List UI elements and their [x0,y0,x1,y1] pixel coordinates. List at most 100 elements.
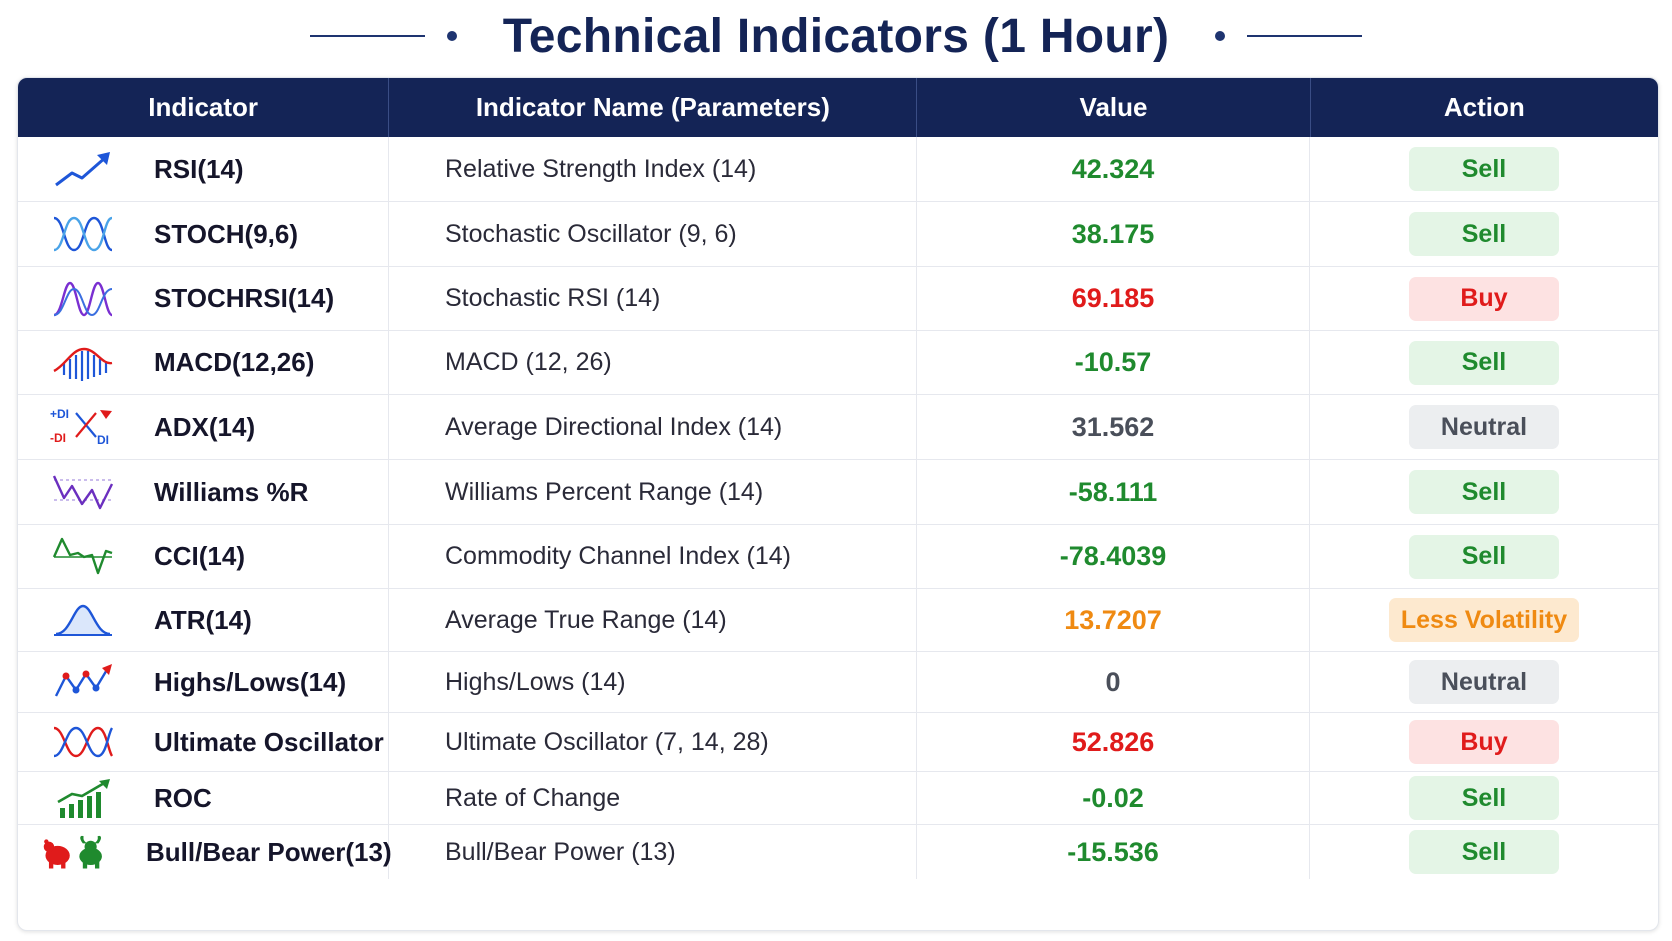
action-cell: Buy [1310,267,1658,330]
indicator-name: Rate of Change [389,772,917,824]
indicators-table: Indicator Indicator Name (Parameters) Va… [17,77,1659,931]
indicator-cell: STOCH(9,6) [18,202,389,266]
indicator-value: 31.562 [917,395,1310,459]
indicator-cell: MACD(12,26) [18,331,389,394]
indicator-value: -10.57 [917,331,1310,394]
indicator-name: Bull/Bear Power (13) [389,825,917,879]
action-cell: Neutral [1310,395,1658,459]
indicator-cell: Williams %R [18,460,389,524]
indicator-code: MACD(12,26) [154,347,315,377]
stochrsi-waves-icon [50,277,120,321]
title-rule-right [1247,35,1363,37]
indicator-cell: ROC [18,772,389,824]
title-rule-left [309,35,425,37]
indicator-cell: Highs/Lows(14) [18,652,389,712]
indicator-value: -0.02 [917,772,1310,824]
indicator-code: Williams %R [154,476,309,507]
table-row: Ultimate Oscillator Ultimate Oscillator (… [18,712,1658,771]
action-cell: Sell [1310,137,1658,201]
indicator-code: Highs/Lows(14) [154,666,347,697]
indicator-cell: RSI(14) [18,137,389,201]
indicator-name: Commodity Channel Index (14) [389,525,917,588]
title-dot-right [1215,31,1226,41]
indicator-code: ATR(14) [154,604,252,635]
action-cell: Neutral [1310,652,1658,712]
action-cell: Sell [1310,772,1658,824]
table-row: +DI -DI DI ADX(14) Average Directional Index… [18,394,1658,459]
adx-minus-di-label: -DI [50,431,66,445]
bull-bear-icon [42,830,118,874]
table-row: STOCHRSI(14) Stochastic RSI (14) 69.185 Buy [18,266,1658,330]
table-row: Williams %R Williams Percent Range (14) -5… [18,459,1658,524]
indicator-code: ROC [154,782,212,813]
indicator-name: Williams Percent Range (14) [389,460,917,524]
indicator-value: 69.185 [917,267,1310,330]
indicator-code: Bull/Bear Power(13) [146,836,392,867]
indicator-name: Ultimate Oscillator (7, 14, 28) [389,713,917,771]
action-badge[interactable]: Neutral [1409,405,1559,449]
title-dot-left [446,31,457,41]
indicator-name: Average True Range (14) [389,589,917,651]
roc-bars-arrow-icon [50,776,120,820]
indicator-cell: Bull/Bear Power(13) [18,825,392,879]
indicator-value: 13.7207 [917,589,1310,651]
indicator-cell: STOCHRSI(14) [18,267,389,330]
action-cell: Sell [1310,331,1658,394]
action-badge[interactable]: Sell [1409,830,1559,874]
indicator-name: Average Directional Index (14) [389,395,917,459]
highs-lows-line-icon [50,660,120,704]
indicator-code: Ultimate Oscillator [154,726,384,757]
header-action[interactable]: Action [1443,92,1525,122]
action-badge[interactable]: Sell [1409,470,1559,514]
indicator-code: STOCH(9,6) [154,218,298,249]
action-badge[interactable]: Sell [1409,147,1559,191]
table-header: Indicator Indicator Name (Parameters) Va… [18,78,1658,137]
adx-plus-di-label: +DI [50,407,69,421]
action-badge[interactable]: Buy [1409,276,1559,321]
indicator-value: 0 [917,652,1310,712]
indicator-value: 42.324 [917,137,1310,201]
indicator-cell: ATR(14) [18,589,389,651]
table-row: RSI(14) Relative Strength Index (14) 42.32… [18,137,1658,201]
page-title: Technical Indicators (1 Hour) [502,9,1170,63]
table-row: ROC Rate of Change -0.02 Sell [18,771,1658,824]
cci-wave-icon [50,535,120,579]
action-badge[interactable]: Neutral [1409,660,1559,704]
williams-zigzag-icon [50,470,120,514]
title-bar: Technical Indicators (1 Hour) [0,0,1672,72]
table-row: CCI(14) Commodity Channel Index (14) -78.4… [18,524,1658,588]
table-row: Highs/Lows(14) Highs/Lows (14) 0 Neutral [18,651,1658,712]
indicator-code: RSI(14) [154,153,244,184]
indicator-name: Highs/Lows (14) [389,652,917,712]
action-badge[interactable]: Sell [1409,340,1559,385]
indicator-code: ADX(14) [154,411,256,442]
action-cell: Sell [1310,202,1658,266]
stochastic-waves-icon [50,212,120,256]
indicator-cell: CCI(14) [18,525,389,588]
table-row: MACD(12,26) MACD (12, 26) -10.57 Sell [18,330,1658,394]
table-body: RSI(14) Relative Strength Index (14) 42.32… [18,137,1658,879]
action-badge[interactable]: Sell [1409,534,1559,579]
header-indicator[interactable]: Indicator [18,78,390,137]
table-row: STOCH(9,6) Stochastic Oscillator (9, 6) 38… [18,201,1658,266]
indicator-name: Stochastic Oscillator (9, 6) [389,202,917,266]
adx-di-cross-icon: +DI -DI DI [50,405,120,449]
action-cell: Sell [1310,460,1658,524]
indicator-value: 38.175 [917,202,1310,266]
action-cell: Sell [1310,825,1658,879]
header-value[interactable]: Value [917,78,1311,137]
action-cell: Less Volatility [1310,589,1658,651]
action-badge[interactable]: Sell [1409,776,1559,820]
action-badge[interactable]: Less Volatility [1388,598,1580,642]
indicator-value: -15.536 [917,825,1310,879]
indicator-name: Relative Strength Index (14) [389,137,917,201]
indicator-code: CCI(14) [154,541,246,571]
header-indicator-name[interactable]: Indicator Name (Parameters) [389,78,918,137]
adx-di-label: DI [97,433,109,447]
atr-bell-curve-icon [50,598,120,642]
action-cell: Sell [1310,525,1658,588]
indicator-cell: +DI -DI DI ADX(14) [18,395,389,459]
action-badge[interactable]: Buy [1409,720,1559,764]
action-badge[interactable]: Sell [1409,212,1559,256]
action-cell: Buy [1310,713,1658,771]
